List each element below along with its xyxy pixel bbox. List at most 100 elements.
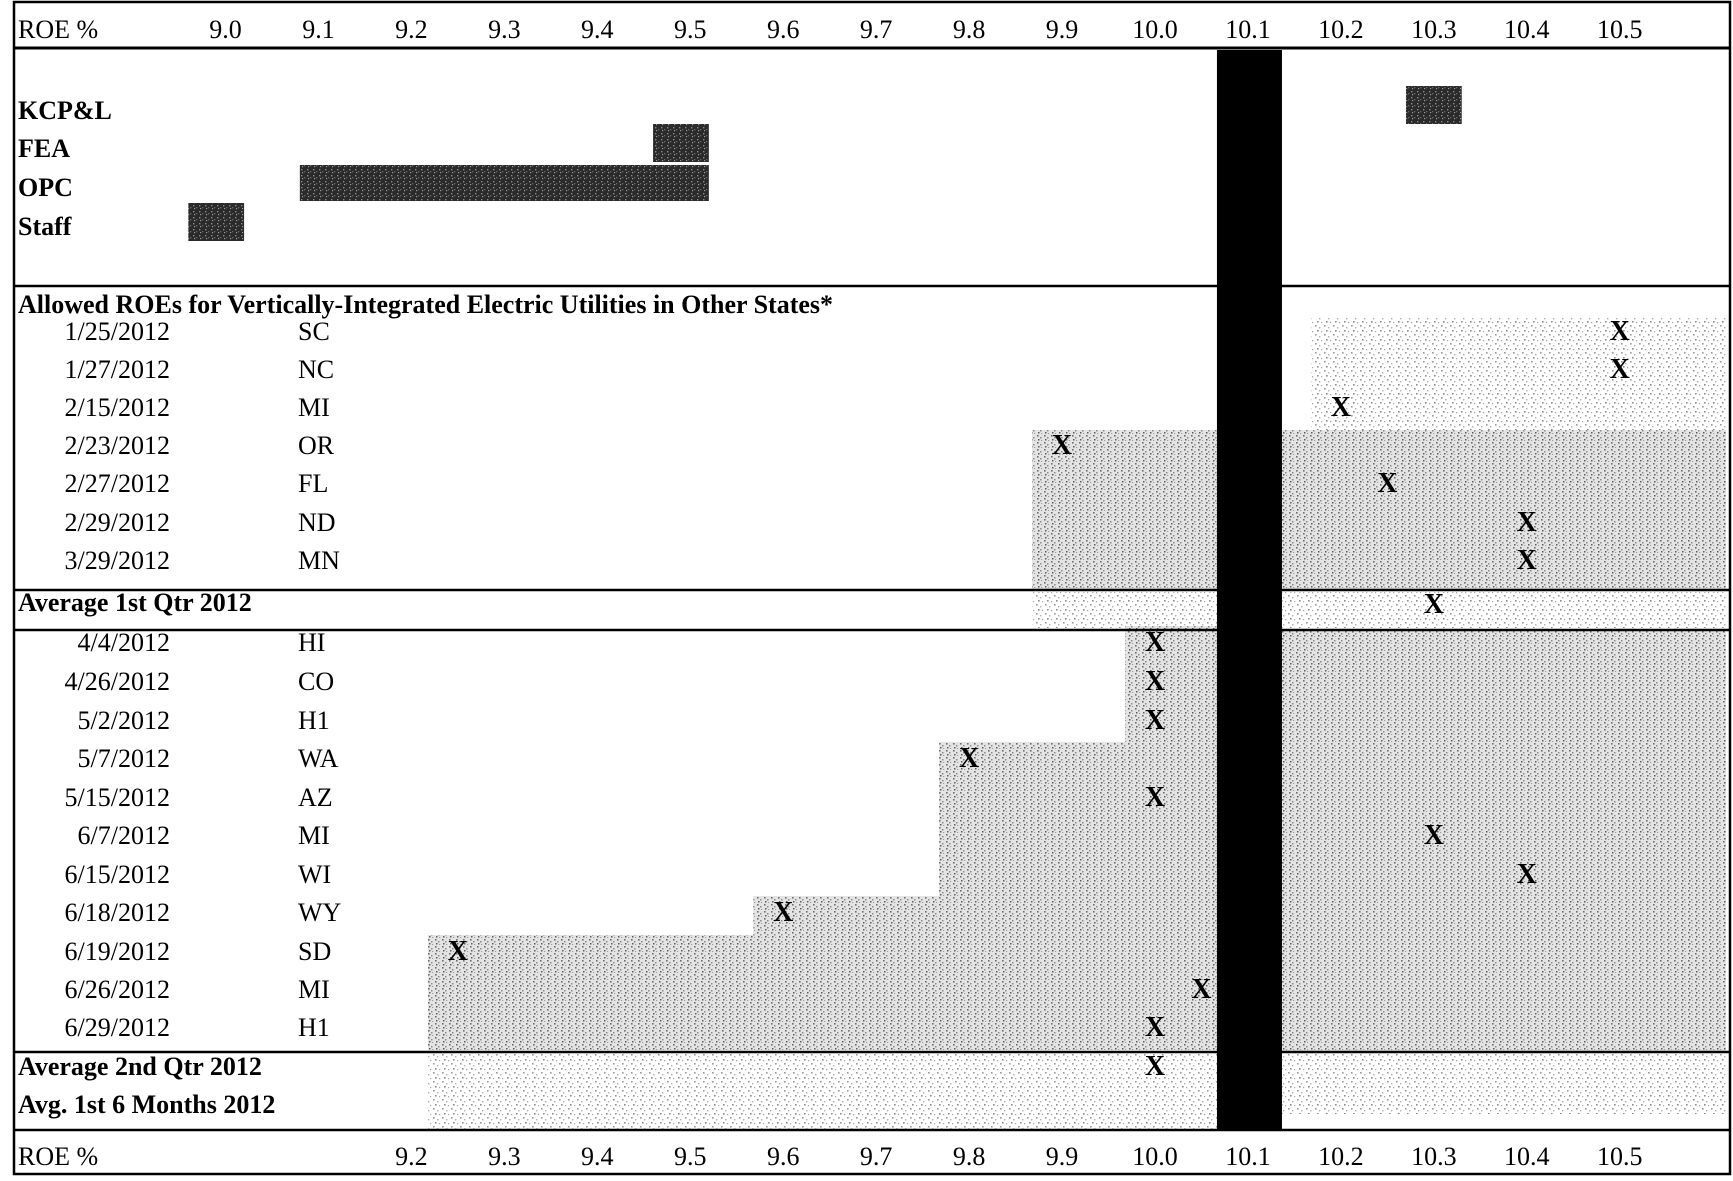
q1-lower-range-right	[1281, 430, 1726, 590]
party-label: OPC	[18, 173, 73, 202]
roe-marker: X	[448, 936, 468, 967]
roe-marker: X	[1145, 705, 1165, 736]
roe-marker: X	[1145, 1012, 1165, 1043]
state-label: WI	[298, 860, 331, 889]
date-label: 4/4/2012	[78, 628, 170, 657]
bottom-axis-title: ROE %	[18, 1142, 98, 1171]
roe-marker: X	[1610, 316, 1630, 347]
top-tick-label: 10.0	[1132, 15, 1178, 44]
bottom-tick-label: 9.6	[767, 1142, 800, 1171]
state-label: FL	[298, 469, 328, 498]
six-month-average-label: Avg. 1st 6 Months 2012	[18, 1090, 275, 1119]
date-label: 2/23/2012	[65, 431, 170, 460]
top-tick-label: 9.9	[1046, 15, 1079, 44]
top-tick-label: 9.4	[581, 15, 614, 44]
state-label: WY	[298, 898, 342, 927]
top-tick-label: 10.4	[1504, 15, 1550, 44]
date-label: 6/15/2012	[65, 860, 170, 889]
bottom-tick-label: 9.2	[395, 1142, 428, 1171]
state-label: H1	[298, 706, 330, 735]
roe-marker: X	[1377, 468, 1397, 499]
q2-average-range-left	[427, 1054, 1217, 1130]
top-tick-label: 9.7	[860, 15, 893, 44]
q2-range-left	[427, 1011, 1217, 1050]
q2-average-label: Average 2nd Qtr 2012	[18, 1052, 262, 1081]
date-label: 3/29/2012	[65, 546, 170, 575]
roe-marker: X	[1424, 820, 1444, 851]
top-tick-label: 10.2	[1318, 15, 1364, 44]
recommendation-bar-fea	[653, 124, 709, 162]
roe-marker: X	[1052, 430, 1072, 461]
bottom-tick-label: 10.2	[1318, 1142, 1364, 1171]
shaded-ranges	[188, 50, 1726, 1130]
bottom-tick-label: 10.1	[1225, 1142, 1271, 1171]
top-tick-label: 9.6	[767, 15, 800, 44]
date-label: 6/26/2012	[65, 975, 170, 1004]
party-label: FEA	[18, 134, 70, 163]
q2-range-left	[753, 896, 1217, 935]
roe-marker: X	[773, 897, 793, 928]
party-label: Staff	[18, 212, 72, 241]
q2-range-left	[939, 781, 1217, 820]
q1-average-label: Average 1st Qtr 2012	[18, 588, 252, 617]
bottom-tick-label: 10.3	[1411, 1142, 1457, 1171]
state-label: CO	[298, 667, 334, 696]
bottom-tick-label: 9.5	[674, 1142, 707, 1171]
top-tick-label: 10.3	[1411, 15, 1457, 44]
roe-marker: X	[1145, 666, 1165, 697]
bottom-tick-label: 9.9	[1046, 1142, 1079, 1171]
state-label: WA	[298, 744, 339, 773]
top-tick-label: 10.5	[1597, 15, 1643, 44]
bottom-tick-label: 9.4	[581, 1142, 614, 1171]
top-tick-label: 9.1	[302, 15, 335, 44]
state-label: SC	[298, 317, 330, 346]
state-label: HI	[298, 628, 325, 657]
roe-marker: X	[1145, 782, 1165, 813]
date-label: 4/26/2012	[65, 667, 170, 696]
party-label: KCP&L	[18, 96, 112, 125]
q2-average-marker: X	[1145, 1051, 1165, 1082]
roe-marker: X	[1517, 507, 1537, 538]
roe-marker: X	[1191, 974, 1211, 1005]
q1-average-range-left	[1032, 592, 1217, 628]
roe-marker: X	[1517, 545, 1537, 576]
top-axis-title: ROE %	[18, 15, 98, 44]
roe-marker: X	[1145, 627, 1165, 658]
q2-range-left	[1125, 665, 1217, 704]
date-label: 6/29/2012	[65, 1013, 170, 1042]
q1-lower-range-left	[1032, 430, 1217, 590]
q2-average-range-right	[1281, 1054, 1726, 1114]
bottom-tick-label: 9.3	[488, 1142, 521, 1171]
top-tick-label: 9.2	[395, 15, 428, 44]
recommendation-bar-staff	[188, 203, 245, 241]
date-label: 1/25/2012	[65, 317, 170, 346]
top-tick-label: 9.5	[674, 15, 707, 44]
q1-average-range-right	[1281, 592, 1726, 628]
date-label: 2/15/2012	[65, 393, 170, 422]
q2-range-left	[939, 819, 1217, 858]
roe-marker: X	[1517, 859, 1537, 890]
chart-frame	[12, 0, 1732, 1176]
roe-marker: X	[959, 743, 979, 774]
date-label: 2/29/2012	[65, 508, 170, 537]
recommendation-bar-opc	[299, 165, 709, 201]
recommendation-bar-kcpl	[1405, 86, 1462, 124]
section-title: Allowed ROEs for Vertically-Integrated E…	[18, 290, 833, 319]
bottom-tick-label: 10.4	[1504, 1142, 1550, 1171]
date-label: 1/27/2012	[65, 355, 170, 384]
chart-text: ROE % 9.0 9.1 9.2 9.3 9.4 9.5 9.6 9.7 9.8 9.9 10.0 1…	[18, 15, 1643, 1171]
state-label: MI	[298, 821, 330, 850]
state-label: ND	[298, 508, 336, 537]
state-label: MN	[298, 546, 340, 575]
q2-range-left	[427, 935, 1217, 974]
date-label: 2/27/2012	[65, 469, 170, 498]
state-label: OR	[298, 431, 335, 460]
state-label: SD	[298, 937, 331, 966]
date-label: 5/7/2012	[78, 744, 170, 773]
bottom-tick-label: 9.8	[953, 1142, 986, 1171]
roe-marker: X	[1610, 354, 1630, 385]
bottom-tick-label: 9.7	[860, 1142, 893, 1171]
top-tick-label: 10.1	[1225, 15, 1271, 44]
